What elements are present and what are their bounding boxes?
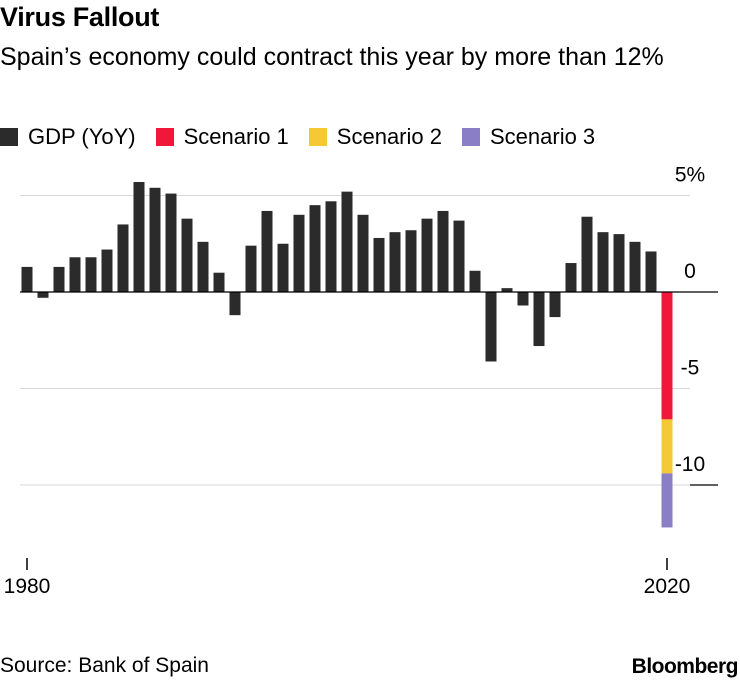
y-tick-label: 5% (675, 164, 705, 187)
bar-gdp (437, 210, 449, 292)
y-tick-label: 0 (684, 260, 696, 283)
bar-gdp (21, 266, 33, 292)
x-tick-label: 1980 (4, 575, 51, 598)
legend-item-scenario-2: Scenario 2 (308, 124, 442, 150)
bar-gdp (53, 266, 65, 292)
bar-gdp (629, 241, 641, 292)
bar-gdp (133, 181, 145, 292)
y-tick-label: -10 (675, 453, 705, 476)
bar-gdp (293, 214, 305, 292)
bar-gdp (501, 288, 513, 292)
bar-gdp (117, 224, 129, 292)
bloomberg-logo: Bloomberg (631, 655, 739, 678)
bar-gdp (341, 191, 353, 292)
bar-scenario-2 (661, 419, 673, 474)
bar-gdp (261, 210, 273, 292)
bar-scenario-1 (661, 292, 673, 420)
legend-swatch-scenario-2 (308, 128, 327, 146)
bar-gdp (277, 243, 289, 292)
bar-gdp (213, 272, 225, 292)
chart-plot: 5% 0 -5 -10 1980 2020 (4, 164, 718, 598)
bar-gdp (517, 292, 529, 306)
bar-gdp (389, 232, 401, 292)
bar-gdp (69, 257, 81, 292)
bar-gdp (645, 251, 657, 292)
legend-label-scenario-2: Scenario 2 (336, 124, 442, 149)
bar-scenario-3 (661, 473, 673, 528)
bar-gdp (453, 220, 465, 292)
bar-gdp (309, 205, 321, 292)
x-tick-label: 2020 (644, 575, 691, 598)
bar-gdp (85, 257, 97, 292)
chart-title: Virus Fallout (0, 2, 160, 32)
bar-gdp (565, 263, 577, 292)
bar-gdp (421, 218, 433, 292)
legend-swatch-scenario-1 (155, 128, 174, 146)
bar-gdp (165, 193, 177, 292)
bar-gdp (373, 237, 385, 292)
bar-gdp (549, 292, 561, 318)
source-note: Source: Bank of Spain (0, 654, 209, 677)
bar-gdp (181, 218, 193, 292)
legend-swatch-scenario-3 (461, 128, 480, 146)
bar-gdp (581, 216, 593, 292)
legend-label-gdp: GDP (YoY) (28, 124, 136, 149)
bar-gdp (357, 214, 369, 292)
bar-gdp (485, 292, 497, 362)
legend-item-scenario-3: Scenario 3 (461, 124, 596, 150)
bar-gdp (37, 292, 49, 298)
legend-item-scenario-1: Scenario 1 (155, 124, 289, 150)
bar-gdp (533, 292, 545, 347)
legend: GDP (YoY) Scenario 1 Scenario 2 Scenario… (0, 124, 615, 150)
legend-swatch-gdp (0, 128, 18, 146)
bar-gdp (245, 245, 257, 292)
bar-gdp (469, 270, 481, 292)
bar-gdp (597, 232, 609, 292)
legend-label-scenario-3: Scenario 3 (489, 124, 596, 149)
bar-gdp (197, 241, 209, 292)
bar-gdp (613, 234, 625, 292)
chart-subtitle: Spain’s economy could contract this year… (0, 43, 664, 71)
legend-label-scenario-1: Scenario 1 (183, 124, 289, 149)
bar-gdp (229, 292, 241, 316)
bar-gdp (101, 249, 113, 292)
bar-gdp (325, 201, 337, 292)
legend-item-gdp: GDP (YoY) (0, 124, 136, 150)
y-tick-label: -5 (681, 357, 700, 380)
bar-gdp (149, 187, 161, 292)
bar-gdp (405, 230, 417, 292)
